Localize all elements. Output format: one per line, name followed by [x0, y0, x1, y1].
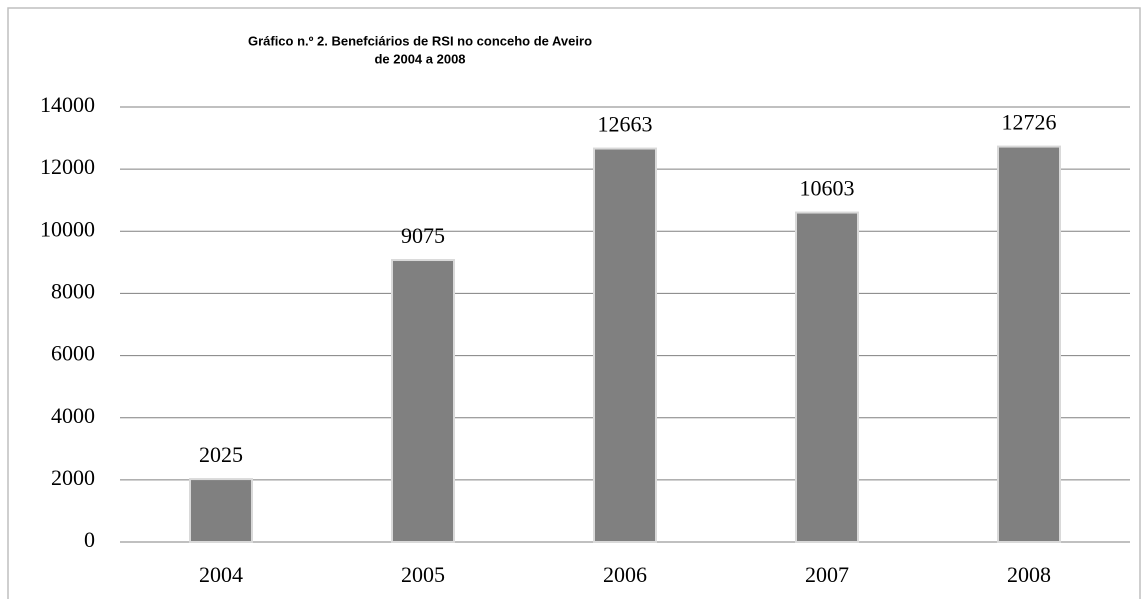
- x-tick-label: 2006: [603, 562, 647, 587]
- y-tick-label: 4000: [51, 403, 95, 428]
- data-label: 12726: [1002, 110, 1057, 135]
- data-label: 10603: [800, 176, 855, 201]
- x-tick-label: 2008: [1007, 562, 1051, 587]
- chart-title: de 2004 a 2008: [374, 51, 465, 66]
- x-tick-label: 2005: [401, 562, 445, 587]
- data-label: 2025: [199, 442, 243, 467]
- y-tick-label: 12000: [40, 154, 95, 179]
- chart-title: Gráfico n.º 2. Benefciários de RSI no co…: [248, 33, 592, 48]
- y-tick-label: 0: [84, 527, 95, 552]
- bar: [391, 259, 455, 543]
- x-tick-label: 2004: [199, 562, 243, 587]
- y-tick-label: 14000: [40, 92, 95, 117]
- x-tick-label: 2007: [805, 562, 849, 587]
- y-tick-label: 10000: [40, 216, 95, 241]
- bar: [593, 147, 657, 543]
- y-tick-label: 6000: [51, 341, 95, 366]
- data-label: 9075: [401, 223, 445, 248]
- bar: [997, 145, 1061, 544]
- bar: [795, 211, 859, 543]
- y-tick-label: 2000: [51, 465, 95, 490]
- y-tick-label: 8000: [51, 278, 95, 303]
- chart-frame: [7, 7, 1141, 599]
- bar: [189, 478, 253, 543]
- data-label: 12663: [598, 112, 653, 137]
